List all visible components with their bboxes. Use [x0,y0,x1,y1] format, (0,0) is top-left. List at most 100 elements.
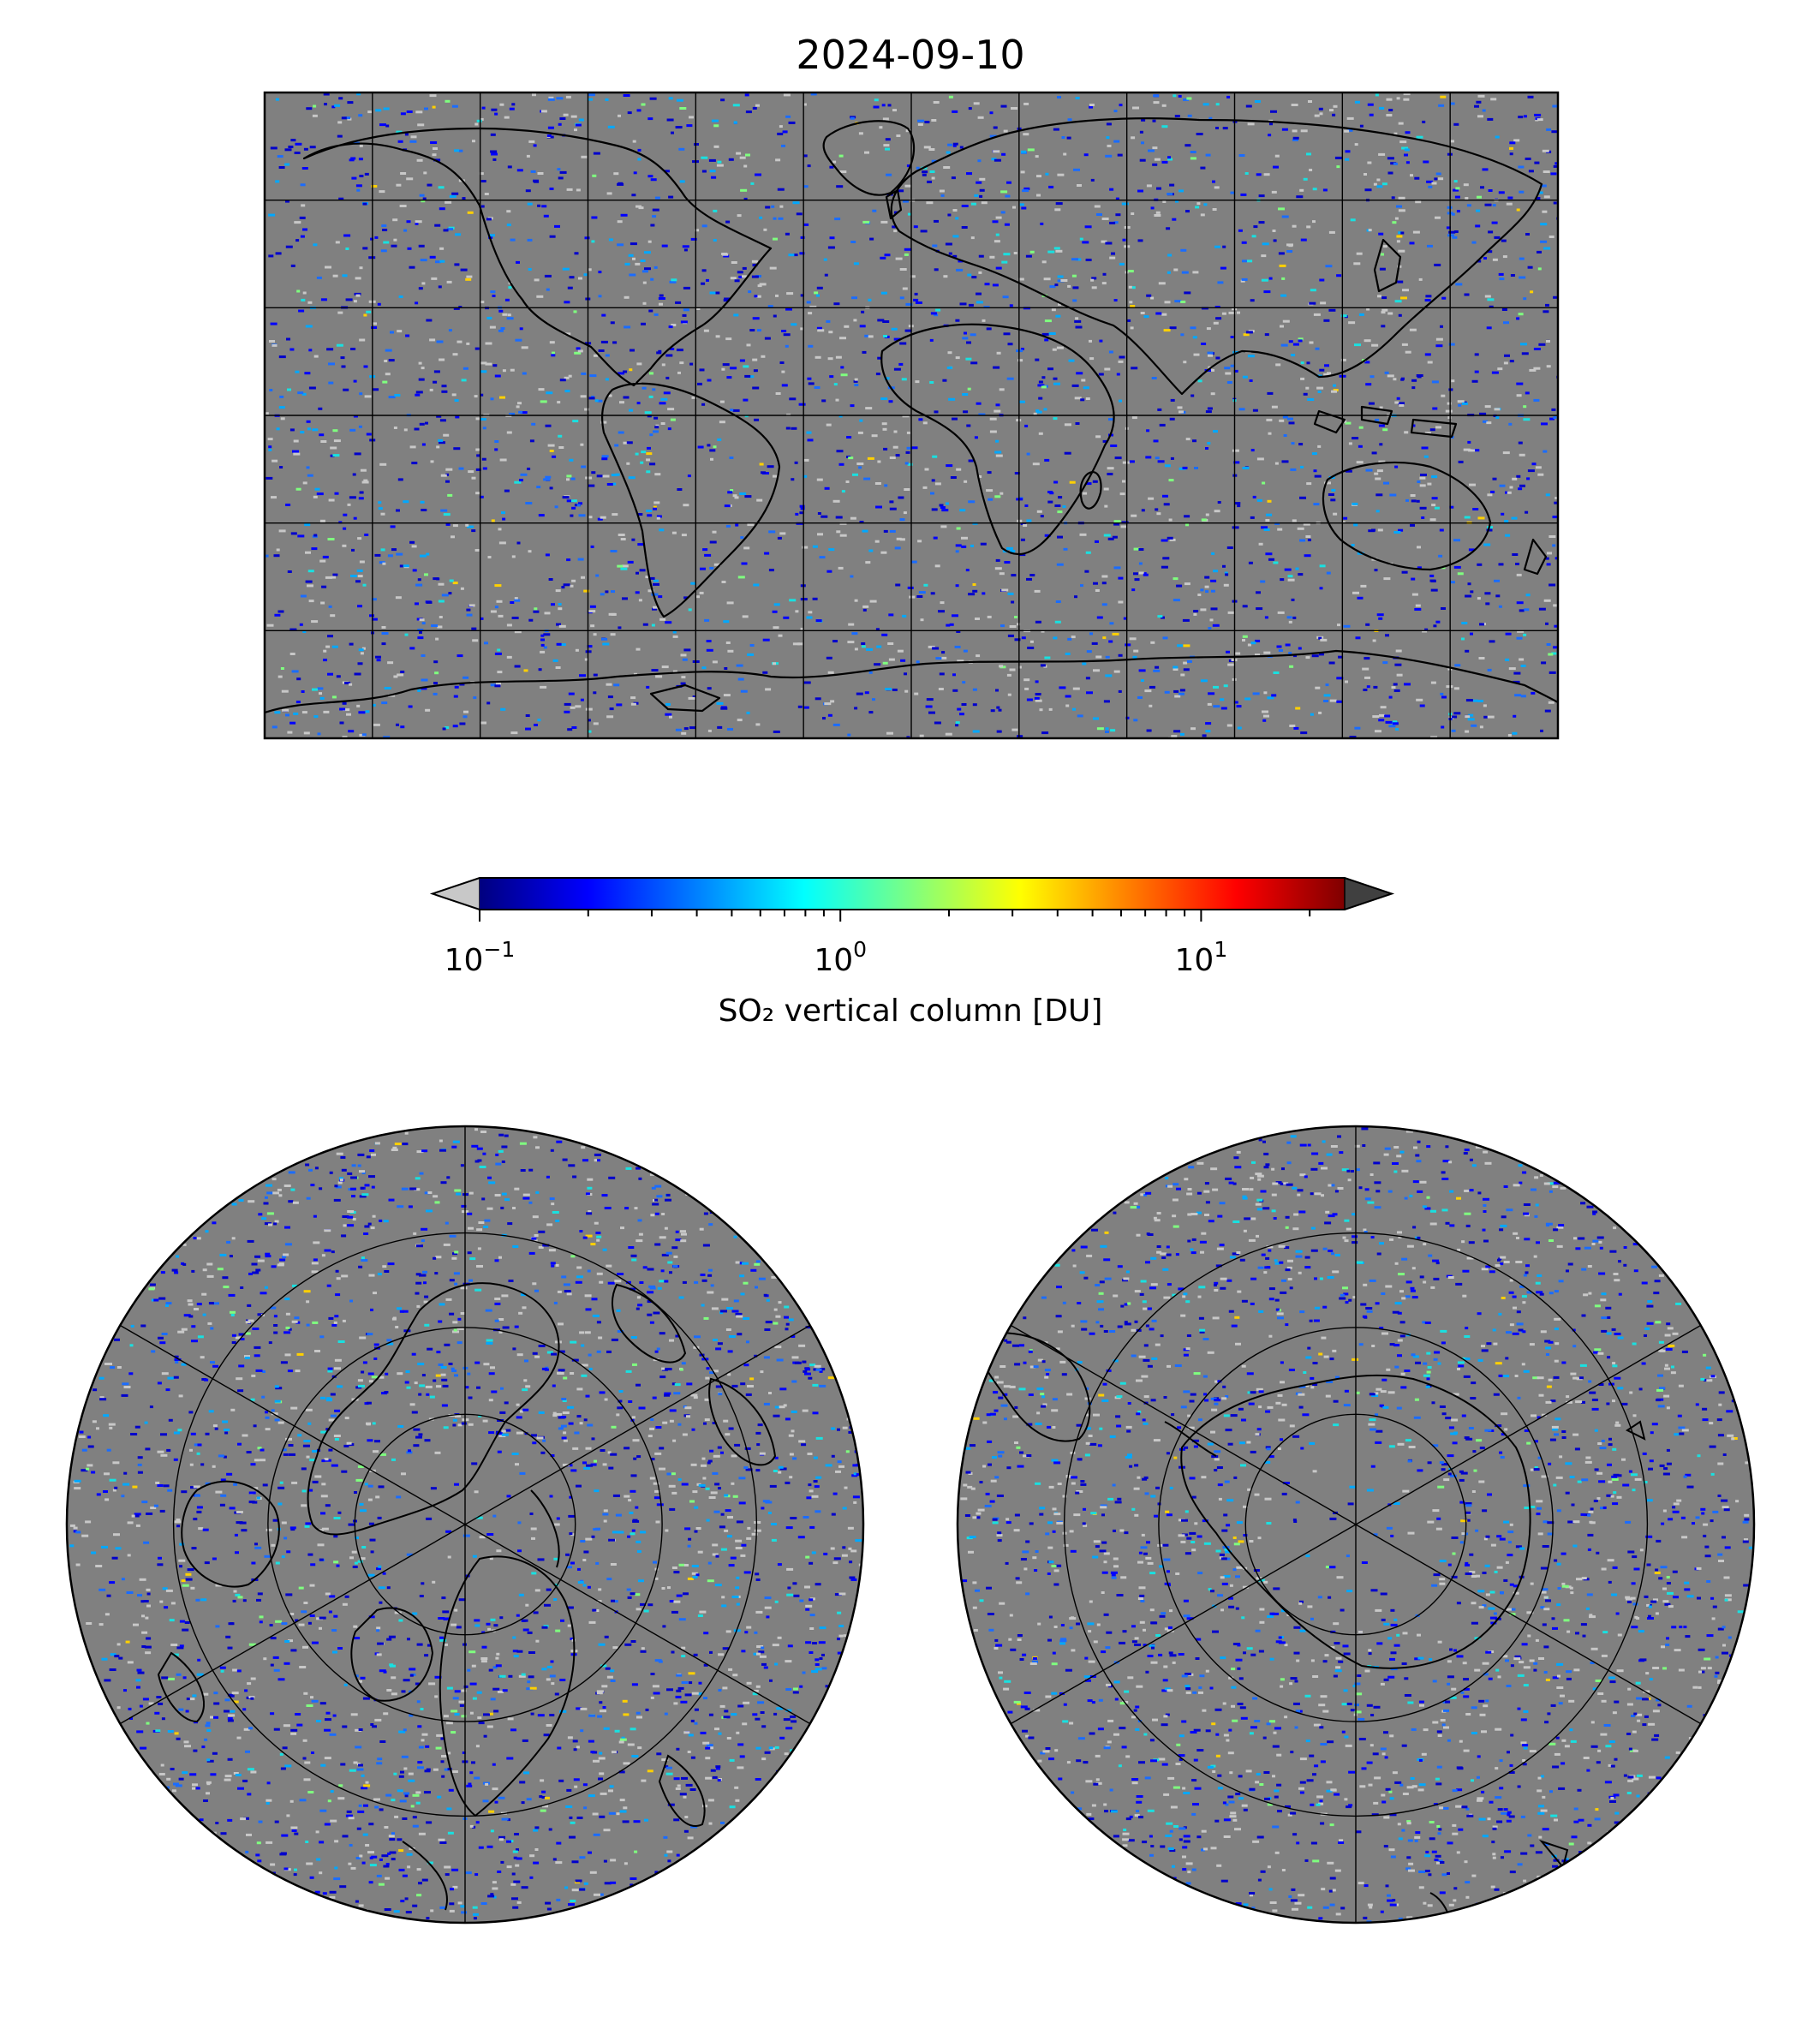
so2-pixel [617,1330,624,1333]
so2-pixel [1313,313,1321,316]
so2-pixel [284,1298,290,1301]
so2-pixel [1057,173,1065,176]
so2-pixel [930,492,934,495]
so2-pixel [259,1620,263,1624]
so2-pixel [467,1251,472,1255]
so2-pixel [357,1379,363,1382]
so2-pixel [384,1908,391,1911]
so2-pixel [339,1885,347,1889]
so2-pixel [668,1484,676,1488]
so2-pixel [978,475,982,478]
so2-pixel [169,1619,175,1622]
so2-pixel [1458,460,1464,463]
so2-pixel [614,444,619,447]
so2-pixel [488,1399,493,1402]
so2-pixel [452,582,458,585]
so2-pixel [424,1323,430,1327]
so2-pixel [740,536,744,540]
so2-pixel [476,119,482,122]
so2-pixel [420,259,427,262]
so2-pixel [1245,104,1252,108]
so2-pixel [301,1489,307,1493]
so2-pixel [551,1264,555,1268]
so2-pixel [678,1296,684,1299]
so2-pixel [1470,632,1473,636]
so2-pixel [341,365,346,368]
so2-pixel [1435,620,1441,624]
so2-pixel [929,381,934,384]
so2-pixel [1244,172,1249,175]
so2-pixel [785,344,789,348]
so2-pixel [435,260,441,264]
so2-pixel [608,394,612,397]
so2-pixel [493,1710,499,1713]
so2-pixel [174,1271,179,1274]
so2-pixel [719,1525,725,1529]
so2-pixel [567,1405,575,1409]
so2-pixel [1154,158,1161,161]
so2-pixel [652,1396,657,1399]
so2-pixel [415,220,422,224]
so2-pixel [601,637,608,641]
so2-pixel [535,1191,540,1194]
so2-pixel [1465,649,1470,653]
so2-pixel [1064,423,1071,427]
so2-pixel [1326,571,1331,575]
so2-pixel [1020,170,1025,174]
so2-pixel [806,301,811,304]
so2-pixel [372,703,376,707]
so2-pixel [492,1887,498,1890]
so2-pixel [1223,583,1229,587]
so2-pixel [492,1763,496,1766]
so2-pixel [1114,457,1122,460]
so2-pixel [422,197,427,200]
so2-pixel [981,201,988,205]
so2-pixel [1081,379,1086,382]
so2-pixel [1378,152,1386,156]
so2-pixel [1389,493,1397,497]
so2-pixel [358,158,363,161]
so2-pixel [474,1619,480,1622]
so2-pixel [1348,442,1352,445]
so2-pixel [1394,401,1399,404]
so2-pixel [769,266,777,270]
so2-pixel [732,104,740,107]
so2-pixel [1520,665,1526,667]
so2-pixel [256,1841,261,1845]
so2-pixel [569,1495,573,1499]
so2-pixel [970,333,976,337]
so2-pixel [325,266,331,269]
so2-pixel [1250,516,1255,519]
so2-pixel [439,1638,447,1642]
so2-pixel [377,1516,382,1519]
so2-pixel [1125,643,1131,647]
so2-pixel [641,451,647,454]
so2-pixel [1286,243,1293,247]
so2-pixel [839,337,846,340]
so2-pixel [331,695,337,699]
so2-pixel [466,342,470,345]
so2-pixel [781,330,787,332]
so2-pixel [137,1471,143,1474]
so2-pixel [382,380,388,384]
so2-pixel [898,496,904,499]
so2-pixel [1085,397,1090,400]
so2-pixel [293,439,299,443]
so2-pixel [708,1223,713,1226]
so2-pixel [545,424,552,427]
so2-pixel [1306,361,1310,365]
so2-pixel [1244,697,1251,701]
so2-pixel [394,1815,399,1818]
so2-pixel [880,291,887,295]
so2-pixel [1448,716,1454,719]
so2-pixel [495,1656,499,1660]
so2-pixel [607,1451,612,1454]
so2-pixel [791,478,795,481]
so2-pixel [474,1160,480,1163]
so2-pixel [510,238,516,242]
so2-pixel [451,1623,457,1626]
so2-pixel [434,1201,440,1204]
so2-pixel [558,607,563,611]
so2-pixel [254,1543,258,1546]
so2-pixel [485,362,492,366]
